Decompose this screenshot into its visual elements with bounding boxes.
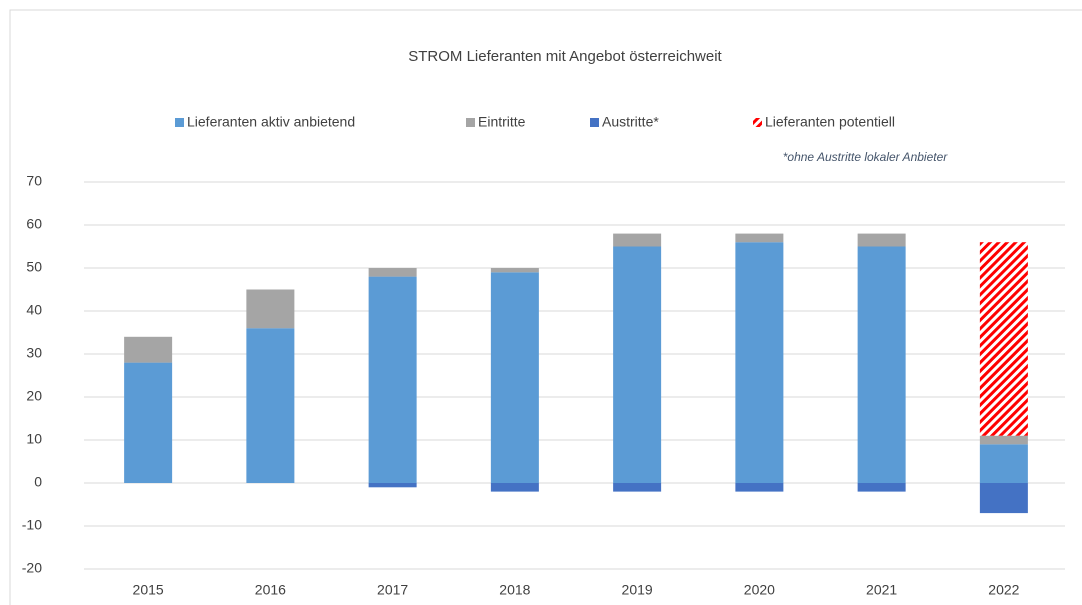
y-tick-label: 0 — [34, 474, 42, 490]
annotation: *ohne Austritte lokaler Anbieter — [783, 150, 949, 164]
legend-label: Lieferanten potentiell — [765, 114, 895, 130]
x-tick-label: 2018 — [499, 582, 530, 598]
legend-swatch — [466, 118, 475, 127]
bar-segment — [735, 242, 784, 483]
legend-swatch — [175, 118, 184, 127]
legend-label: Lieferanten aktiv anbietend — [187, 114, 355, 130]
y-tick-label: 10 — [26, 431, 42, 447]
x-tick-label: 2021 — [866, 582, 897, 598]
y-tick-label: 60 — [26, 216, 42, 232]
y-tick-label: 40 — [26, 302, 42, 318]
bar-segment — [368, 483, 417, 488]
x-tick-label: 2017 — [377, 582, 408, 598]
y-tick-label: 20 — [26, 388, 42, 404]
bar-segment — [857, 483, 906, 492]
y-tick-label: -20 — [22, 560, 42, 576]
x-tick-label: 2019 — [622, 582, 653, 598]
x-tick-label: 2020 — [744, 582, 775, 598]
bar-segment — [735, 483, 784, 492]
y-tick-label: 30 — [26, 345, 42, 361]
legend-label: Austritte* — [602, 114, 659, 130]
bar-segment — [613, 233, 662, 247]
legend-label: Eintritte — [478, 114, 526, 130]
bar-segment — [124, 362, 173, 483]
y-tick-label: 50 — [26, 259, 42, 275]
chart-frame — [9, 9, 1082, 605]
legend-swatch — [590, 118, 599, 127]
x-tick-label: 2015 — [133, 582, 164, 598]
bar-segment — [979, 435, 1028, 445]
y-tick-label: 70 — [26, 173, 42, 189]
x-tick-label: 2022 — [988, 582, 1019, 598]
bar-segment — [857, 246, 906, 483]
bar-segment — [246, 328, 295, 483]
y-tick-label: -10 — [22, 517, 42, 533]
bar-segment — [613, 483, 662, 492]
chart-title: STROM Lieferanten mit Angebot österreich… — [408, 48, 722, 65]
x-tick-label: 2016 — [255, 582, 286, 598]
bar-segment — [246, 289, 295, 329]
bar-segment — [857, 233, 906, 247]
bar-segment — [735, 233, 784, 243]
bar-segment — [490, 268, 539, 273]
bar-segment — [979, 483, 1028, 514]
bar-segment — [490, 483, 539, 492]
bar-segment — [490, 272, 539, 483]
bar-segment — [613, 246, 662, 483]
legend-swatch — [753, 118, 762, 127]
bar-segment — [124, 336, 173, 363]
bar-segment — [979, 242, 1028, 436]
bar-segment — [979, 444, 1028, 483]
bar-segment — [368, 268, 417, 277]
bar-segment — [368, 276, 417, 483]
